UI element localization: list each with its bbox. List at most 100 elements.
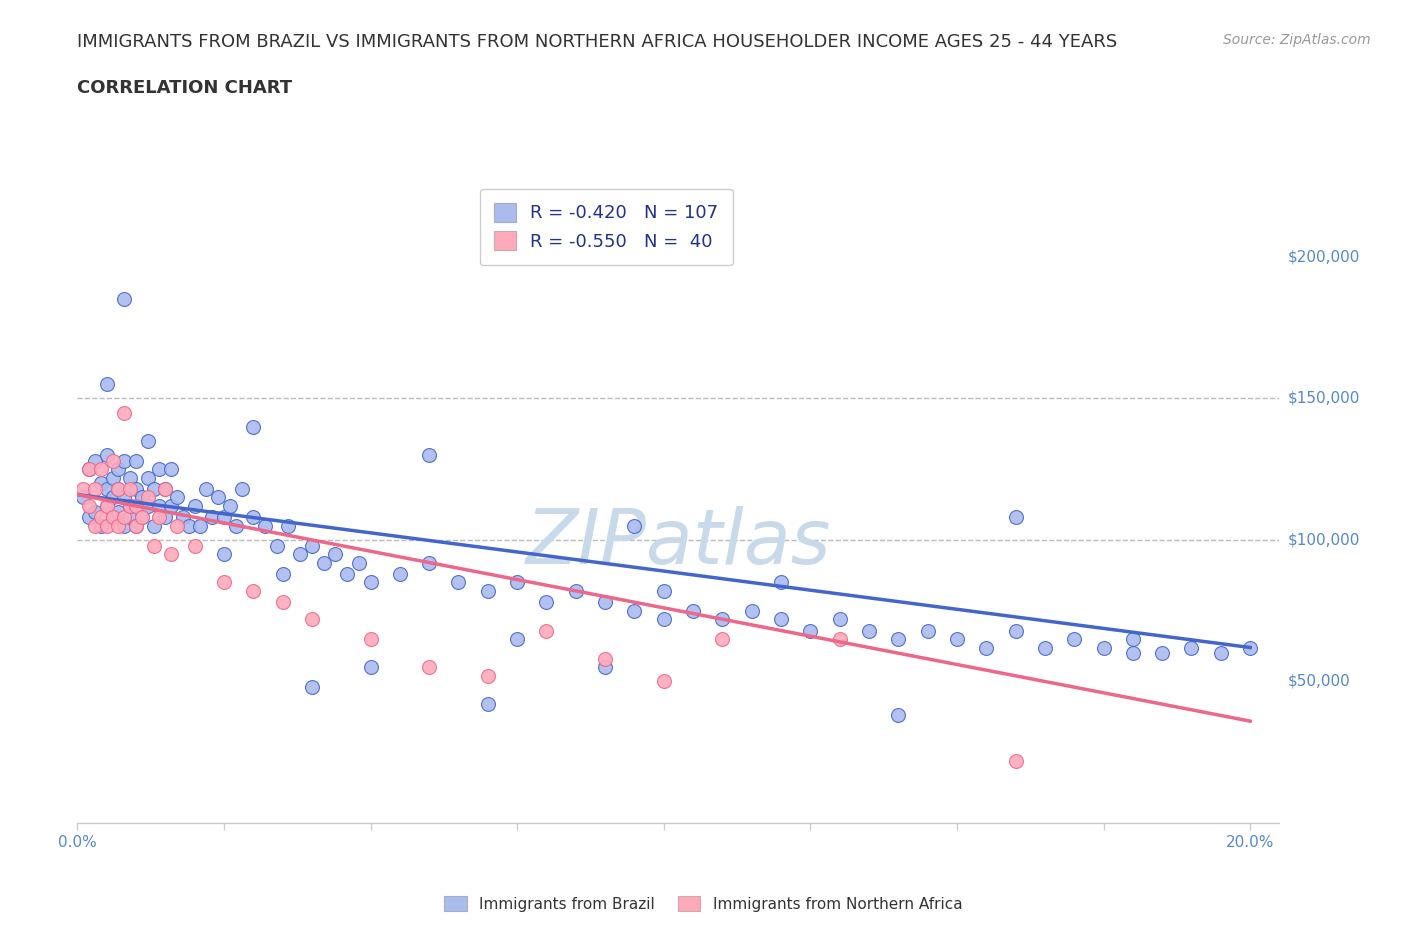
Point xyxy=(271,566,294,581)
Point xyxy=(360,575,382,590)
Point xyxy=(312,555,335,570)
Point xyxy=(887,631,910,646)
Point xyxy=(799,623,821,638)
Point xyxy=(183,498,205,513)
Point xyxy=(101,471,124,485)
Point xyxy=(112,518,135,533)
Point xyxy=(120,510,142,525)
Point xyxy=(160,547,183,562)
Point xyxy=(301,680,323,695)
Point xyxy=(72,482,94,497)
Point xyxy=(142,482,165,497)
Point xyxy=(96,498,118,513)
Point xyxy=(212,575,235,590)
Point xyxy=(506,575,529,590)
Point xyxy=(107,482,129,497)
Point xyxy=(277,518,299,533)
Point xyxy=(131,510,153,525)
Point xyxy=(96,498,118,513)
Point xyxy=(136,498,159,513)
Point xyxy=(336,566,359,581)
Point xyxy=(90,461,112,476)
Point xyxy=(652,674,675,689)
Point xyxy=(1033,640,1056,655)
Point xyxy=(225,518,247,533)
Point xyxy=(623,604,645,618)
Point xyxy=(90,510,112,525)
Point xyxy=(623,518,645,533)
Legend: Immigrants from Brazil, Immigrants from Northern Africa: Immigrants from Brazil, Immigrants from … xyxy=(437,889,969,918)
Point xyxy=(90,518,112,533)
Point xyxy=(212,510,235,525)
Point xyxy=(160,461,183,476)
Point xyxy=(77,510,100,525)
Point xyxy=(477,669,499,684)
Point xyxy=(1004,623,1026,638)
Point xyxy=(1152,645,1174,660)
Point xyxy=(360,631,382,646)
Point xyxy=(84,504,107,519)
Point xyxy=(858,623,880,638)
Point xyxy=(271,595,294,610)
Text: $100,000: $100,000 xyxy=(1288,532,1360,548)
Point xyxy=(120,482,142,497)
Text: $150,000: $150,000 xyxy=(1288,391,1360,405)
Point xyxy=(207,490,229,505)
Point xyxy=(101,490,124,505)
Point xyxy=(148,510,170,525)
Point xyxy=(142,518,165,533)
Point xyxy=(711,631,734,646)
Point xyxy=(477,583,499,598)
Point xyxy=(1004,753,1026,768)
Point xyxy=(125,518,148,533)
Point xyxy=(347,555,370,570)
Text: Source: ZipAtlas.com: Source: ZipAtlas.com xyxy=(1223,33,1371,46)
Point xyxy=(741,604,763,618)
Point xyxy=(593,660,616,675)
Point xyxy=(101,453,124,468)
Text: $50,000: $50,000 xyxy=(1288,674,1351,689)
Point xyxy=(828,612,851,627)
Point xyxy=(125,482,148,497)
Point xyxy=(1092,640,1115,655)
Point xyxy=(84,482,107,497)
Point xyxy=(125,453,148,468)
Point xyxy=(536,623,558,638)
Point xyxy=(101,510,124,525)
Point xyxy=(96,518,118,533)
Point xyxy=(166,490,188,505)
Point xyxy=(148,498,170,513)
Point xyxy=(125,498,148,513)
Point xyxy=(166,518,188,533)
Point xyxy=(190,518,212,533)
Text: ZIPatlas: ZIPatlas xyxy=(526,506,831,579)
Point xyxy=(183,538,205,553)
Point xyxy=(155,482,177,497)
Point xyxy=(506,631,529,646)
Point xyxy=(1122,631,1144,646)
Point xyxy=(266,538,288,553)
Point xyxy=(218,498,240,513)
Point xyxy=(769,612,792,627)
Point xyxy=(1122,645,1144,660)
Point xyxy=(107,504,129,519)
Point xyxy=(107,482,129,497)
Point xyxy=(77,461,100,476)
Point xyxy=(136,433,159,448)
Point xyxy=(112,510,135,525)
Point xyxy=(148,461,170,476)
Point xyxy=(652,583,675,598)
Text: CORRELATION CHART: CORRELATION CHART xyxy=(77,79,292,97)
Point xyxy=(288,547,311,562)
Point xyxy=(652,612,675,627)
Point xyxy=(418,555,440,570)
Point xyxy=(536,595,558,610)
Point xyxy=(201,510,224,525)
Point xyxy=(120,498,142,513)
Point xyxy=(682,604,704,618)
Point xyxy=(242,419,264,434)
Point xyxy=(120,471,142,485)
Point xyxy=(107,461,129,476)
Point xyxy=(136,471,159,485)
Point xyxy=(112,292,135,307)
